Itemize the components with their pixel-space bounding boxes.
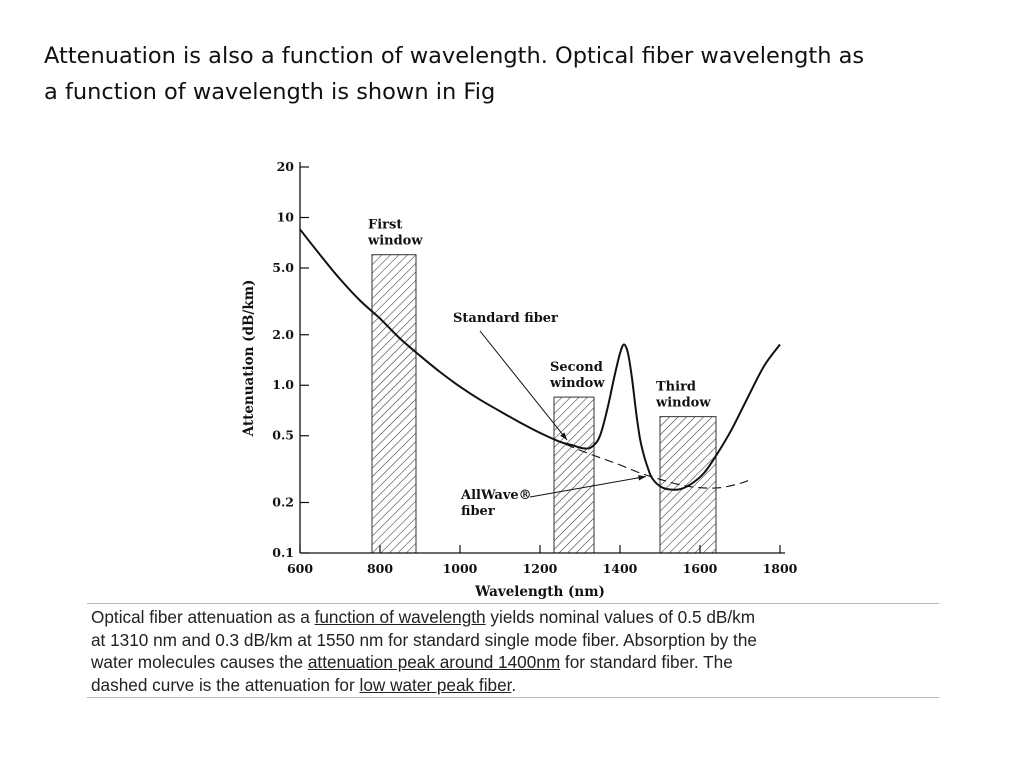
y-tick-label: 0.1 — [272, 545, 294, 560]
figure-caption: Optical fiber attenuation as a function … — [87, 603, 939, 698]
caption-line-2: at 1310 nm and 0.3 dB/km at 1550 nm for … — [91, 629, 757, 650]
y-tick-label: 5.0 — [272, 260, 294, 275]
caption-link-function-of-wavelength: function of wavelength — [314, 607, 486, 627]
y-tick-label: 20 — [277, 159, 295, 174]
y-tick-label: 1.0 — [272, 377, 294, 392]
caption-line-1: Optical fiber attenuation as a function … — [91, 607, 756, 627]
window-label-1: First window — [367, 218, 423, 249]
y-tick-label: 2.0 — [272, 327, 294, 342]
y-tick-label: 0.5 — [272, 428, 294, 443]
caption-link-low-water-peak-fiber: low water peak fiber — [359, 674, 512, 695]
x-tick-label: 1400 — [603, 561, 638, 576]
standard-fiber-pointer-head — [560, 432, 567, 440]
window-bar-1 — [371, 254, 417, 554]
y-tick-label: 0.2 — [272, 495, 294, 510]
x-axis-title: Wavelength (nm) — [474, 584, 605, 600]
window-bar-2 — [553, 396, 595, 554]
x-tick-label: 1600 — [683, 561, 718, 576]
caption-line-4: dashed curve is the attenuation for low … — [91, 674, 517, 695]
x-tick-label: 1200 — [523, 561, 558, 576]
allwave-fiber-curve — [539, 432, 749, 489]
caption-link-attenuation-peak: attenuation peak around 1400nm — [307, 652, 561, 672]
slide-title-line-2: a function of wavelength is shown in Fig — [44, 79, 496, 105]
standard-fiber-curve — [299, 228, 781, 491]
x-tick-label: 800 — [367, 561, 393, 576]
attenuation-chart: First window Second window Third window 0.1 0.… — [241, 159, 798, 600]
window-label-2: Second window — [549, 360, 605, 391]
standard-fiber-label: Standard fiber — [453, 311, 558, 326]
window-label-3: Third window — [655, 380, 711, 411]
slide-title-line-1: Attenuation is also a function of wavele… — [44, 43, 865, 69]
allwave-fiber-pointer — [529, 476, 647, 498]
y-tick-label: 10 — [277, 209, 295, 224]
x-tick-label: 1800 — [763, 561, 798, 576]
x-tick-label: 1000 — [443, 561, 478, 576]
x-tick-label: 600 — [287, 561, 313, 576]
allwave-fiber-label: AllWave® fiber — [460, 488, 532, 519]
caption-line-3: water molecules causes the attenuation p… — [91, 652, 733, 672]
standard-fiber-pointer — [479, 330, 568, 441]
allwave-fiber-pointer-head — [638, 475, 646, 481]
slide-title: Attenuation is also a function of wavele… — [44, 38, 994, 110]
y-axis-title: Attenuation (dB/km) — [241, 280, 257, 438]
